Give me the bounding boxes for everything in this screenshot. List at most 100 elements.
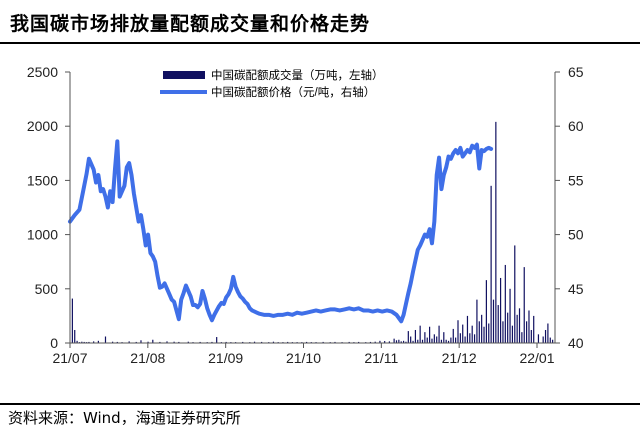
volume-bar <box>452 328 454 343</box>
volume-bar <box>384 341 386 343</box>
x-tick-label: 21/12 <box>442 350 477 366</box>
volume-bar <box>272 341 275 343</box>
y-left-tick-label: 1500 <box>27 172 58 188</box>
volume-bar <box>542 336 544 343</box>
volume-bar <box>521 332 523 343</box>
price-line <box>68 139 494 324</box>
volume-bar <box>242 341 244 343</box>
volume-bar <box>466 315 469 343</box>
volume-bar <box>187 341 189 343</box>
volume-bar <box>178 341 180 343</box>
volume-bar <box>374 341 376 343</box>
volume-bar <box>426 337 428 343</box>
x-tick-label: 21/10 <box>286 350 321 366</box>
volume-bar <box>443 332 445 343</box>
volume-bar <box>348 341 350 343</box>
volume-bar <box>533 315 535 343</box>
volume-bar <box>225 341 227 343</box>
volume-bar <box>216 337 218 343</box>
volume-bar <box>71 298 73 343</box>
volume-bar <box>518 308 521 343</box>
volume-bar <box>526 321 528 343</box>
volume-bar <box>211 341 213 343</box>
title-rule <box>0 42 640 44</box>
volume-bar <box>379 340 381 343</box>
volume-bar <box>509 288 511 343</box>
volume-bar <box>97 340 99 343</box>
y-left-tick-label: 0 <box>50 335 58 351</box>
volume-bar <box>152 339 154 343</box>
volume-bar <box>511 325 514 343</box>
volume-bar <box>459 333 461 343</box>
volume-bar <box>147 341 149 343</box>
volume-bar <box>419 325 421 343</box>
volume-bar <box>334 341 336 343</box>
volume-bar <box>549 337 551 343</box>
volume-bar <box>476 299 478 343</box>
y-left-tick-label: 500 <box>35 281 59 297</box>
volume-bar <box>471 325 473 343</box>
volume-bar <box>414 329 417 343</box>
volume-bar <box>74 329 76 343</box>
volume-bar <box>457 320 459 343</box>
volume-bar <box>497 305 499 343</box>
volume-bar <box>492 299 495 343</box>
volume-bar <box>502 321 504 343</box>
y-right-tick-label: 50 <box>568 227 584 243</box>
volume-bar <box>88 341 90 343</box>
volume-bar <box>483 326 485 343</box>
volume-bar <box>140 340 142 343</box>
page-title: 我国碳市场排放量配额成交量和价格走势 <box>10 13 371 35</box>
volume-bar <box>438 325 440 343</box>
volume-bar <box>322 341 324 343</box>
volume-bar <box>528 310 530 343</box>
volume-bar <box>552 339 554 343</box>
volume-bar <box>199 341 201 343</box>
y-left-tick-label: 2500 <box>27 64 58 80</box>
volume-bar <box>469 333 471 343</box>
volume-bar <box>76 340 78 343</box>
volume-bar <box>516 314 518 343</box>
y-left-tick-label: 1000 <box>27 227 58 243</box>
x-tick-label: 21/08 <box>130 350 165 366</box>
volume-bar <box>83 341 85 343</box>
volume-bar <box>433 334 435 343</box>
volume-bar <box>417 339 419 343</box>
volume-bar <box>499 277 502 343</box>
volume-bar <box>429 326 431 343</box>
source-rule <box>0 403 640 405</box>
legend: 中国碳配额成交量（万吨，左轴） 中国碳配额价格（元/吨，右轴） <box>160 68 384 99</box>
volume-bar <box>450 337 452 343</box>
volume-bar <box>473 334 476 343</box>
volume-bar <box>481 314 483 343</box>
volume-bar <box>504 264 506 343</box>
volume-bars <box>71 121 554 343</box>
volume-bar <box>514 245 516 343</box>
volume-bar <box>488 323 490 343</box>
volume-bar <box>445 339 447 343</box>
volume-bar <box>495 121 497 343</box>
volume-bar <box>412 340 414 343</box>
volume-bar <box>173 341 175 343</box>
volume-bar <box>440 339 443 343</box>
x-tick-label: 21/11 <box>364 350 398 366</box>
volume-bar <box>400 341 402 343</box>
volume-bar <box>388 341 390 343</box>
volume-bar <box>424 332 426 343</box>
volume-bar <box>393 338 395 343</box>
volume-bar <box>398 339 400 343</box>
y-right-tick-label: 60 <box>568 118 584 134</box>
x-tick-label: 21/07 <box>52 350 87 366</box>
volume-bar <box>166 341 168 343</box>
legend-price-label: 中国碳配额价格（元/吨，右轴） <box>211 85 375 99</box>
volume-bar <box>507 312 509 343</box>
volume-bar <box>410 336 412 343</box>
volume-bar <box>436 336 438 343</box>
volume-bar <box>128 341 130 343</box>
volume-bar <box>305 341 308 343</box>
volume-bar <box>537 334 540 343</box>
volume-bar <box>395 340 398 343</box>
volume-bar <box>462 324 464 343</box>
volume-bar <box>93 341 95 343</box>
volume-bar <box>81 341 83 343</box>
